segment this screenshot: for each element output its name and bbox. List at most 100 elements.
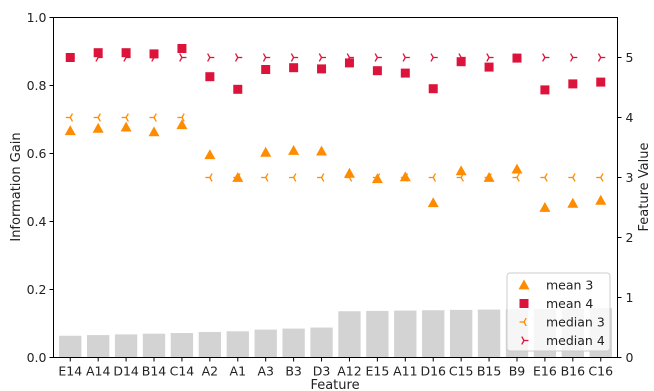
legend-label-mean-3: mean 3 xyxy=(546,278,593,293)
x-tick-label: A3 xyxy=(257,364,274,379)
median-4-point-b3 xyxy=(290,53,299,62)
legend-marker-mean-4 xyxy=(519,299,529,308)
mean-4-point-b9 xyxy=(512,53,522,63)
median-3-point-b16 xyxy=(568,173,576,182)
mean-3-point-a3 xyxy=(260,146,272,157)
bar-d16 xyxy=(422,310,445,358)
mean-3-point-b3 xyxy=(288,145,300,155)
mean-4-point-c16 xyxy=(596,77,606,87)
x-tick-label: C16 xyxy=(588,364,613,379)
markers-group xyxy=(64,44,607,212)
x-tick-label: B16 xyxy=(561,364,586,379)
x-tick-label: C14 xyxy=(170,364,195,379)
median-4-point-a1 xyxy=(234,53,243,62)
mean-3-point-a2 xyxy=(204,149,216,160)
y-right-tick-label: 4 xyxy=(626,110,634,125)
mean-4-point-b3 xyxy=(289,63,299,73)
median-4-point-e15 xyxy=(374,53,382,62)
x-axis-label: Feature xyxy=(310,378,359,391)
mean-4-point-b14 xyxy=(149,49,159,59)
median-3-point-d16 xyxy=(428,173,437,182)
mean-3-point-a1 xyxy=(232,172,244,182)
mean-4-point-e15 xyxy=(372,66,382,76)
bar-c14 xyxy=(170,333,194,358)
x-tick-label: A1 xyxy=(230,364,247,379)
y-tick-label: 0.0 xyxy=(27,350,47,365)
y-tick-label: 0.2 xyxy=(27,282,47,297)
x-tick-label: B3 xyxy=(285,364,302,379)
bar-a12 xyxy=(338,311,361,358)
median-3-point-c14 xyxy=(177,113,185,122)
mean-4-point-e16 xyxy=(540,85,550,95)
bar-b15 xyxy=(477,309,501,358)
bar-b3 xyxy=(282,328,305,358)
mean-4-point-b16 xyxy=(568,79,578,89)
mean-3-point-c14 xyxy=(176,119,188,130)
legend-label-mean-4: mean 4 xyxy=(546,296,593,311)
x-tick-label: B15 xyxy=(477,364,501,379)
mean-3-point-d3 xyxy=(316,145,328,156)
mean-4-point-a14 xyxy=(93,48,103,58)
mean-3-point-c15 xyxy=(455,165,467,176)
median-4-point-c16 xyxy=(597,53,606,62)
mean-4-point-b15 xyxy=(484,62,494,72)
y-tick-label: 0.6 xyxy=(27,146,47,161)
bar-b14 xyxy=(142,333,166,358)
x-tick-label: C15 xyxy=(449,364,474,379)
median-3-point-c16 xyxy=(596,173,604,182)
right-y-ticks: 0 1 2 3 4 5 xyxy=(617,50,634,365)
x-tick-label: E14 xyxy=(58,364,82,379)
x-tick-label: E15 xyxy=(365,364,389,379)
y-right-tick-label: 1 xyxy=(626,290,634,305)
median-4-point-c14 xyxy=(179,53,187,62)
mean-4-point-e14 xyxy=(65,53,75,63)
mean-3-point-b14 xyxy=(148,126,160,137)
bar-d14 xyxy=(114,334,138,358)
x-ticks: E14 A14 D14 B14 C14 A2 A1 A3 B3 D3 A12 E15 A11 D16 C15… xyxy=(58,357,613,379)
bar-e14 xyxy=(59,335,82,358)
median-3-point-e14 xyxy=(65,113,74,122)
x-tick-label: D14 xyxy=(113,364,139,379)
y-right-tick-label: 0 xyxy=(626,350,634,365)
mean-3-point-e15 xyxy=(371,173,383,184)
mean-4-point-a1 xyxy=(233,84,243,94)
median-4-point-a2 xyxy=(207,53,215,62)
mean-3-point-e16 xyxy=(539,202,551,212)
legend-label-median-3: median 3 xyxy=(546,315,605,330)
mean-3-point-a14 xyxy=(92,122,104,133)
median-4-point-a3 xyxy=(262,53,271,62)
mean-3-point-a12 xyxy=(343,167,355,178)
y-axis-right-label: Feature Value xyxy=(637,143,652,232)
mean-3-point-c16 xyxy=(595,194,607,205)
y-tick-label: 0.8 xyxy=(27,78,47,93)
mean-4-point-c14 xyxy=(177,44,187,54)
mean-4-point-a3 xyxy=(261,65,271,75)
mean-4-point-a11 xyxy=(400,68,410,78)
mean-4-point-c15 xyxy=(456,57,466,67)
bar-a14 xyxy=(87,335,110,358)
median-4-point-a11 xyxy=(402,53,410,62)
mean-4-point-d3 xyxy=(317,64,327,74)
median-3-point-d14 xyxy=(121,113,129,122)
bar-d3 xyxy=(310,327,333,358)
y-right-tick-label: 3 xyxy=(626,170,634,185)
mean-3-point-a11 xyxy=(399,171,411,182)
y-tick-label: 1.0 xyxy=(27,10,47,25)
mean-3-point-b16 xyxy=(567,197,579,208)
mean-4-point-a2 xyxy=(205,72,215,82)
mean-3-point-d14 xyxy=(120,121,132,132)
legend-marker-mean-3 xyxy=(518,279,530,290)
median-3-point-e16 xyxy=(540,173,548,182)
x-tick-label: A2 xyxy=(202,364,219,379)
y-right-tick-label: 5 xyxy=(626,50,634,65)
median-4-point-d16 xyxy=(430,53,438,62)
median-3-point-b9 xyxy=(512,173,520,182)
median-3-point-b3 xyxy=(289,173,297,182)
legend: mean 3 mean 4 median 3 median 4 xyxy=(506,272,611,352)
x-tick-label: D16 xyxy=(420,364,446,379)
plot-frame xyxy=(53,17,618,358)
x-tick-label: D3 xyxy=(313,364,331,379)
bar-e15 xyxy=(366,310,389,358)
median-3-point-a2 xyxy=(205,173,213,182)
